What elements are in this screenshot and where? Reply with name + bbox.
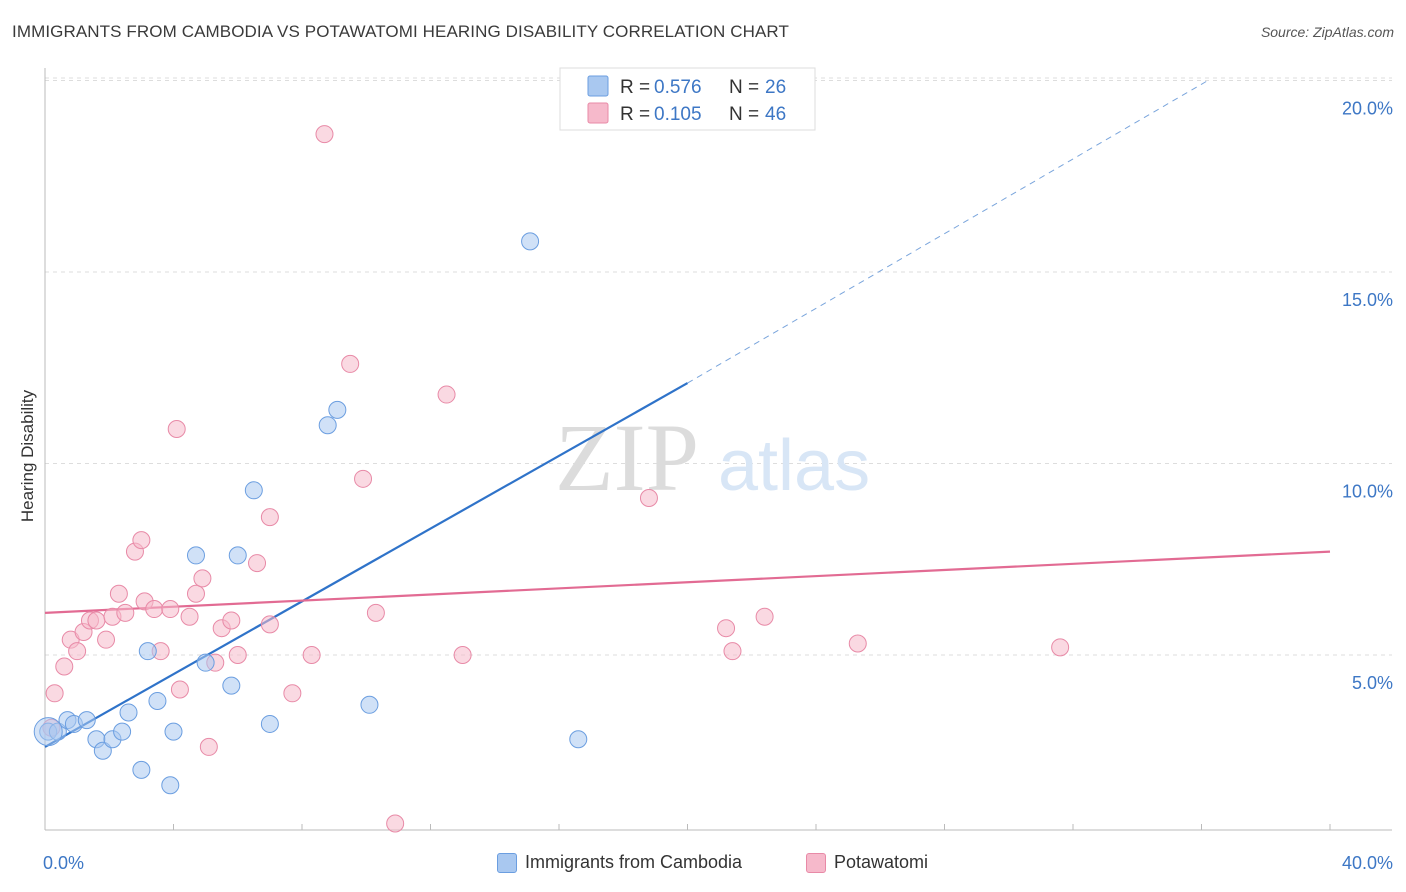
legend-swatch-cambodia (497, 852, 517, 873)
legend-item-cambodia: Immigrants from Cambodia (497, 852, 742, 873)
point-cambodia (186, 546, 205, 565)
point-potawatomi (302, 646, 321, 664)
point-cambodia (138, 642, 157, 661)
point-cambodia (148, 691, 167, 710)
stats-n-label-cambodia: N = (729, 77, 764, 98)
data-points (33, 125, 1070, 833)
point-potawatomi (723, 642, 742, 661)
point-potawatomi (180, 607, 199, 626)
point-potawatomi (1051, 638, 1070, 657)
point-cambodia (228, 546, 247, 565)
point-potawatomi (109, 584, 128, 603)
point-cambodia (132, 760, 151, 779)
point-potawatomi (45, 684, 64, 703)
point-potawatomi (437, 385, 456, 404)
legend-item-potawatomi: Potawatomi (806, 852, 928, 873)
legend-swatch-potawatomi (806, 852, 826, 873)
point-potawatomi (453, 646, 472, 664)
trend-line-cambodia (44, 382, 689, 748)
stats-n-value-cambodia: 26 (765, 77, 786, 98)
x-tick-label-max: 40.0% (1342, 853, 1393, 873)
source-label: Source: ZipAtlas.com (1260, 24, 1394, 40)
point-potawatomi (260, 508, 279, 527)
chart-title: IMMIGRANTS FROM CAMBODIA VS POTAWATOMI H… (12, 22, 789, 41)
point-potawatomi (366, 603, 385, 622)
point-cambodia (119, 703, 138, 722)
point-cambodia (77, 711, 96, 730)
point-potawatomi (167, 420, 186, 439)
trend-line-cambodia-extension (687, 80, 1209, 384)
stats-legend: R = 0.576 N = 26 R = 0.105 N = 46 (559, 67, 816, 131)
gridlines (45, 77, 1392, 656)
stats-legend-swatch-potawatomi (587, 102, 609, 124)
point-potawatomi (717, 619, 736, 638)
point-potawatomi (116, 603, 135, 622)
point-cambodia (113, 722, 132, 741)
point-potawatomi (186, 584, 205, 603)
x-tick-label-min: 0.0% (43, 853, 84, 873)
point-potawatomi (283, 684, 302, 703)
point-cambodia (244, 481, 263, 500)
point-potawatomi (68, 642, 87, 661)
point-cambodia (161, 776, 180, 795)
point-cluster-origin (33, 717, 63, 747)
stats-r-value-potawatomi: 0.105 (654, 104, 702, 125)
point-cambodia (360, 695, 379, 714)
point-potawatomi (848, 634, 867, 653)
y-tick-label: 5.0% (1352, 673, 1393, 693)
stats-legend-swatch-cambodia (587, 75, 609, 97)
stats-n-label-potawatomi: N = (729, 104, 764, 125)
point-cambodia (260, 714, 279, 733)
y-tick-label: 10.0% (1342, 482, 1393, 502)
point-potawatomi (97, 630, 116, 649)
point-potawatomi (55, 657, 74, 676)
stats-r-label-potawatomi: R = (620, 104, 655, 125)
stats-r-value-cambodia: 0.576 (654, 77, 702, 98)
y-tick-label: 20.0% (1342, 99, 1393, 119)
point-potawatomi (639, 488, 658, 507)
watermark-atlas: atlas (718, 426, 870, 506)
point-cambodia (569, 730, 588, 749)
point-potawatomi (341, 354, 360, 373)
point-cambodia (521, 232, 540, 251)
watermark: ZIP atlas (555, 404, 870, 511)
point-cambodia (196, 653, 215, 672)
point-cambodia (318, 416, 337, 435)
y-tick-label: 15.0% (1342, 290, 1393, 310)
point-potawatomi (193, 569, 212, 588)
point-potawatomi (170, 680, 189, 699)
point-potawatomi (315, 125, 334, 144)
trend-line-potawatomi (44, 550, 1331, 614)
point-potawatomi (222, 611, 241, 630)
point-potawatomi (386, 814, 405, 833)
stats-r-label-cambodia: R = (620, 77, 655, 98)
point-potawatomi (132, 531, 151, 550)
point-potawatomi (87, 611, 106, 630)
point-potawatomi (260, 615, 279, 634)
point-potawatomi (145, 600, 164, 619)
point-potawatomi (248, 554, 267, 573)
point-potawatomi (354, 469, 373, 488)
point-cambodia (164, 722, 183, 741)
trend-lines (44, 80, 1331, 748)
legend-label-potawatomi: Potawatomi (834, 852, 929, 872)
point-potawatomi (199, 737, 218, 756)
watermark-zip: ZIP (555, 404, 699, 511)
point-potawatomi (161, 600, 180, 619)
y-axis-label: Hearing Disability (18, 389, 37, 522)
point-cambodia (93, 741, 112, 760)
tick-labels: 5.0% 10.0% 15.0% 20.0% 0.0% 40.0% (43, 99, 1393, 874)
point-potawatomi (755, 607, 774, 626)
axes (44, 68, 1392, 831)
point-cambodia (328, 400, 347, 419)
point-cambodia (222, 676, 241, 695)
legend-label-cambodia: Immigrants from Cambodia (525, 852, 743, 872)
stats-n-value-potawatomi: 46 (765, 104, 786, 125)
point-potawatomi (228, 646, 247, 664)
